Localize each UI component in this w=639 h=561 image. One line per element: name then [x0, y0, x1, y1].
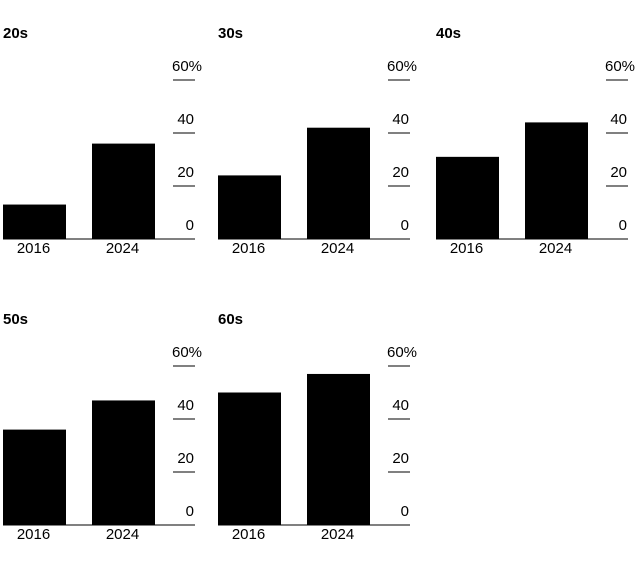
chart-title: 60s	[218, 311, 243, 328]
x-tick-label: 2016	[232, 240, 265, 257]
y-tick-label: 40	[177, 397, 194, 414]
chart-panel-40s: 40s 2016 2024 0 20 40 60%	[436, 25, 635, 257]
x-tick-label: 2024	[106, 526, 139, 543]
y-tick-label: 0	[401, 217, 409, 234]
y-tick-label: 60%	[387, 344, 417, 361]
bar-2024	[307, 127, 370, 239]
y-tick-label: 20	[392, 164, 409, 181]
y-tick-label: 40	[610, 111, 627, 128]
x-tick-label: 2024	[539, 240, 572, 257]
y-tick-label: 40	[392, 111, 409, 128]
chart-title: 20s	[3, 25, 28, 42]
y-tick-label: 0	[401, 503, 409, 520]
bar-2016	[218, 392, 281, 525]
x-tick-label: 2024	[321, 240, 354, 257]
bar-2024	[307, 373, 370, 525]
bar-2016	[436, 156, 499, 239]
y-tick-label: 60%	[387, 58, 417, 75]
chart-title: 50s	[3, 311, 28, 328]
y-tick-label: 60%	[172, 344, 202, 361]
y-tick-label: 20	[392, 450, 409, 467]
y-tick-label: 20	[177, 450, 194, 467]
x-tick-label: 2016	[450, 240, 483, 257]
x-tick-label: 2016	[232, 526, 265, 543]
y-tick-label: 40	[177, 111, 194, 128]
y-tick-label: 0	[186, 503, 194, 520]
chart-title: 40s	[436, 25, 461, 42]
y-tick-label: 0	[619, 217, 627, 234]
bar-2024	[92, 143, 155, 239]
chart-panel-60s: 60s 2016 2024 0 20 40 60%	[218, 311, 417, 543]
bar-2024	[92, 400, 155, 525]
bar-2024	[525, 122, 588, 239]
y-tick-label: 20	[610, 164, 627, 181]
chart-panel-30s: 30s 2016 2024 0 20 40 60%	[218, 25, 417, 257]
x-tick-label: 2016	[17, 240, 50, 257]
x-tick-label: 2016	[17, 526, 50, 543]
y-tick-label: 0	[186, 217, 194, 234]
bar-2016	[218, 175, 281, 239]
bar-2016	[3, 429, 66, 525]
chart-panel-20s: 20s 2016 2024 0 20 40 60%	[3, 25, 202, 257]
y-tick-label: 40	[392, 397, 409, 414]
x-tick-label: 2024	[321, 526, 354, 543]
y-tick-label: 60%	[605, 58, 635, 75]
chart-panel-50s: 50s 2016 2024 0 20 40 60%	[3, 311, 202, 543]
chart-title: 30s	[218, 25, 243, 42]
y-tick-label: 60%	[172, 58, 202, 75]
bar-2016	[3, 204, 66, 239]
y-tick-label: 20	[177, 164, 194, 181]
x-tick-label: 2024	[106, 240, 139, 257]
